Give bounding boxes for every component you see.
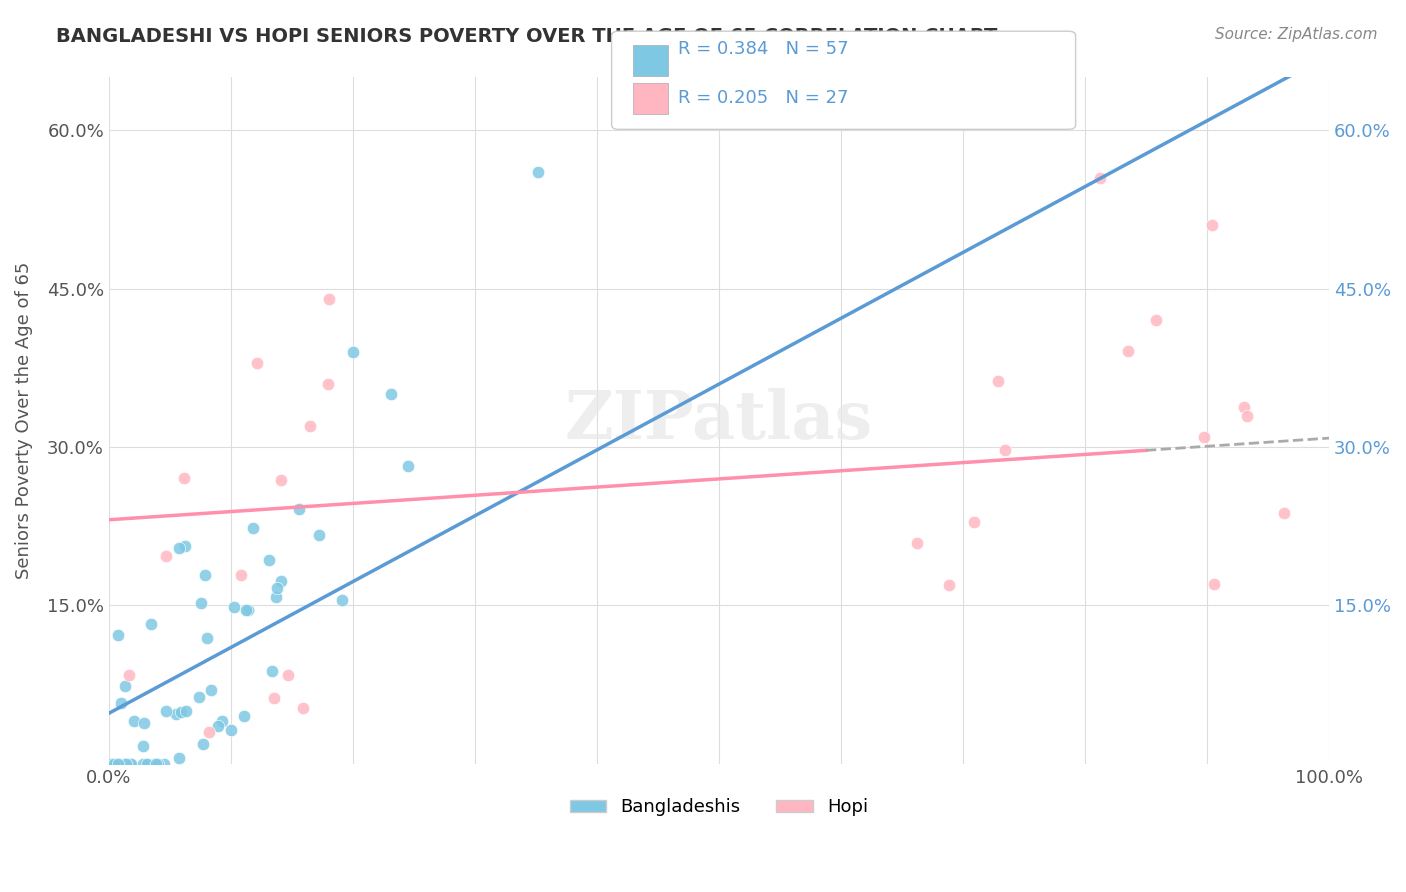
Point: [1144, 313, 1167, 327]
Point: [132, 756, 155, 771]
Point: [115, 756, 138, 771]
Point: [396, 458, 419, 473]
Point: [526, 164, 548, 178]
Point: [207, 719, 229, 733]
Point: [141, 617, 163, 632]
Point: [257, 552, 280, 566]
Point: [120, 756, 142, 771]
Legend: Bangladeshis, Hopi: Bangladeshis, Hopi: [562, 791, 876, 823]
Point: [173, 471, 195, 485]
Point: [195, 632, 218, 646]
Point: [118, 668, 141, 682]
Point: [155, 549, 177, 564]
Point: [246, 355, 269, 369]
Point: [167, 751, 190, 765]
Text: BANGLADESHI VS HOPI SENIORS POVERTY OVER THE AGE OF 65 CORRELATION CHART: BANGLADESHI VS HOPI SENIORS POVERTY OVER…: [56, 27, 998, 45]
Point: [120, 756, 142, 771]
Point: [1116, 344, 1139, 359]
Point: [270, 574, 292, 588]
Point: [1236, 409, 1258, 423]
Point: [1201, 219, 1223, 233]
Point: [136, 756, 159, 771]
Point: [170, 705, 193, 719]
Point: [190, 596, 212, 610]
Point: [107, 756, 129, 771]
Point: [993, 443, 1015, 458]
Point: [231, 567, 253, 582]
Y-axis label: Seniors Poverty Over the Age of 65: Seniors Poverty Over the Age of 65: [15, 262, 32, 579]
Point: [332, 592, 354, 607]
Point: [277, 668, 299, 682]
Point: [174, 539, 197, 553]
Point: [291, 700, 314, 714]
Point: [264, 590, 287, 604]
Point: [1233, 400, 1256, 414]
Point: [146, 756, 169, 771]
Point: [131, 739, 153, 753]
Point: [235, 603, 257, 617]
Point: [187, 690, 209, 704]
Point: [938, 578, 960, 592]
Point: [232, 708, 254, 723]
Text: Source: ZipAtlas.com: Source: ZipAtlas.com: [1215, 27, 1378, 42]
Point: [342, 345, 364, 359]
Point: [100, 756, 122, 771]
Text: R = 0.384   N = 57: R = 0.384 N = 57: [678, 40, 848, 58]
Point: [318, 292, 340, 306]
Point: [167, 541, 190, 556]
Point: [987, 374, 1010, 388]
Point: [103, 756, 125, 771]
Point: [963, 515, 986, 529]
Point: [299, 418, 322, 433]
Point: [107, 756, 129, 771]
Point: [287, 501, 309, 516]
Point: [219, 723, 242, 737]
Text: ZIPatlas: ZIPatlas: [565, 388, 873, 453]
Point: [1090, 170, 1112, 185]
Point: [316, 376, 339, 391]
Point: [1194, 430, 1216, 444]
Point: [380, 387, 402, 401]
Point: [143, 756, 166, 771]
Point: [238, 602, 260, 616]
Point: [222, 599, 245, 614]
Point: [242, 521, 264, 535]
Point: [114, 679, 136, 693]
Point: [263, 691, 285, 706]
Point: [165, 706, 187, 721]
Point: [211, 714, 233, 729]
Text: R = 0.205   N = 27: R = 0.205 N = 27: [678, 89, 848, 107]
Point: [176, 704, 198, 718]
Point: [135, 756, 157, 771]
Point: [200, 682, 222, 697]
Point: [110, 696, 132, 710]
Point: [262, 664, 284, 678]
Point: [155, 704, 177, 718]
Point: [191, 737, 214, 751]
Point: [112, 756, 135, 771]
Point: [270, 474, 292, 488]
Point: [905, 536, 928, 550]
Point: [266, 581, 288, 595]
Point: [1204, 577, 1226, 591]
Point: [145, 756, 167, 771]
Point: [198, 725, 221, 739]
Point: [107, 628, 129, 642]
Point: [122, 714, 145, 728]
Point: [98, 756, 121, 771]
Point: [132, 715, 155, 730]
Point: [1274, 506, 1296, 520]
Point: [194, 568, 217, 582]
Point: [115, 756, 138, 771]
Point: [308, 527, 330, 541]
Point: [153, 756, 176, 771]
